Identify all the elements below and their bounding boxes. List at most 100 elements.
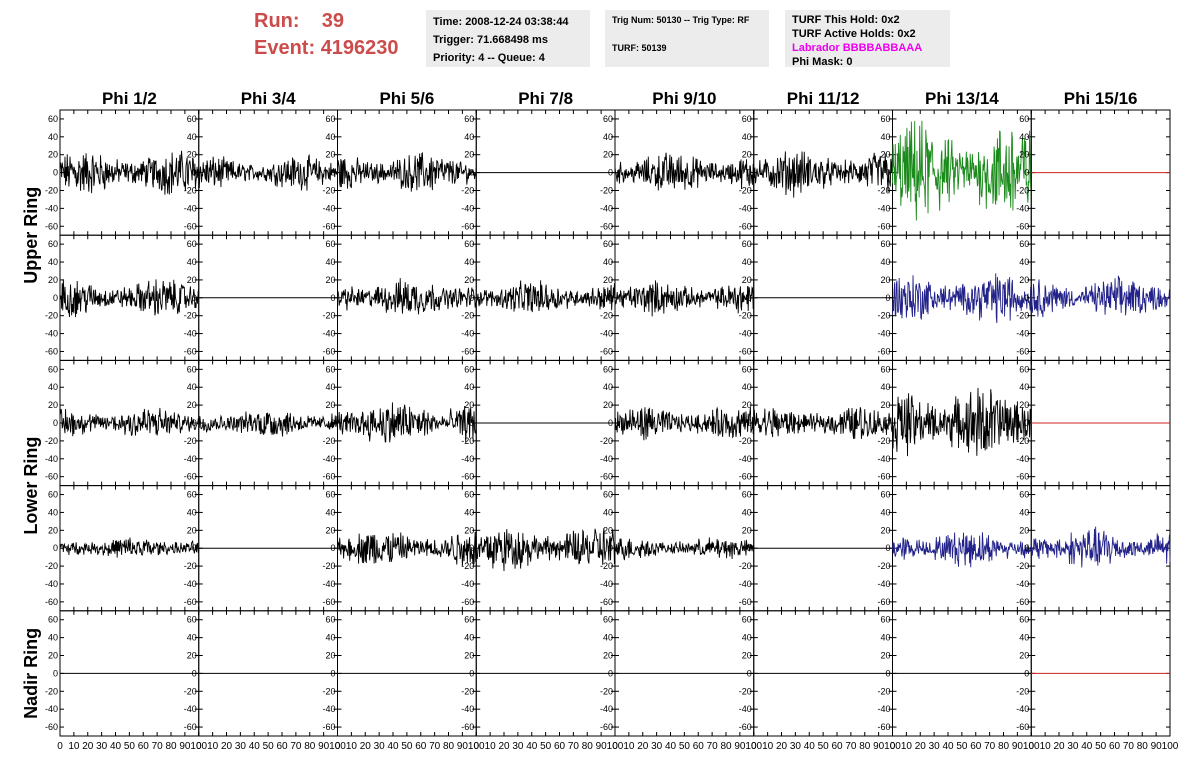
x-tick-label: 70	[707, 741, 719, 752]
x-tick-label: 20	[360, 741, 372, 752]
panel-r1-c3: -60 -40 -20 0 20 40 60	[322, 109, 477, 236]
panel-r4-c3: -60 -40 -20 0 20 40 60	[322, 485, 477, 612]
y-tick-label: 60	[603, 239, 613, 249]
x-tick-label: 20	[915, 741, 927, 752]
y-tick-label: 20	[48, 275, 58, 285]
x-tick-label: 60	[831, 741, 843, 752]
y-tick-label: 60	[880, 364, 890, 374]
y-tick-label: 0	[747, 543, 752, 553]
waveform-trace	[614, 406, 755, 441]
y-tick-label: 60	[603, 490, 613, 500]
y-tick-label: 60	[187, 364, 197, 374]
y-tick-label: -40	[739, 329, 752, 339]
y-tick-label: -20	[600, 185, 613, 195]
y-tick-label: -40	[877, 329, 890, 339]
y-tick-label: 0	[1024, 668, 1029, 678]
y-tick-label: -40	[461, 203, 474, 213]
waveform-trace	[337, 278, 477, 315]
y-tick-label: -60	[461, 221, 474, 231]
y-tick-label: 40	[603, 382, 613, 392]
panel-r4-c6: -60 -40 -20 0 20 40 60	[739, 485, 893, 612]
y-tick-label: 0	[885, 168, 890, 178]
panel-r5-c7: -60 -40 -20 0 20 40 60	[877, 610, 1032, 737]
panel-r1-c6: -60 -40 -20 0 20 40 60	[739, 109, 893, 236]
y-tick-label: 60	[464, 114, 474, 124]
y-tick-label: -60	[739, 722, 752, 732]
y-tick-label: 0	[330, 543, 335, 553]
waveform-trace	[614, 152, 755, 191]
y-tick-label: 60	[464, 490, 474, 500]
x-tick-label: 70	[290, 741, 302, 752]
turf-info-box: TURF This Hold: 0x2 TURF Active Holds: 0…	[785, 10, 950, 68]
y-tick-label: -20	[461, 561, 474, 571]
y-tick-label: -60	[45, 472, 58, 482]
y-tick-label: -20	[877, 686, 890, 696]
y-tick-label: -40	[1016, 454, 1029, 464]
y-tick-label: -60	[184, 472, 197, 482]
y-tick-label: -40	[600, 704, 613, 714]
y-tick-label: 60	[1019, 239, 1029, 249]
y-tick-label: -20	[322, 311, 335, 321]
y-tick-label: -20	[45, 185, 58, 195]
x-tick-label: 100	[745, 741, 762, 752]
panel-r5-c3: -60 -40 -20 0 20 40 60	[322, 610, 477, 737]
x-tick-label: 30	[1067, 741, 1079, 752]
y-tick-label: -60	[739, 221, 752, 231]
panel-r3-c6: -60 -40 -20 0 20 40 60	[739, 359, 893, 487]
y-tick-label: 40	[464, 257, 474, 267]
y-tick-label: 0	[330, 418, 335, 428]
trigger-info-box: Trig Num: 50130 -- Trig Type: RF TURF: 5…	[605, 10, 769, 67]
panel-r2-c1: -60 -40 -20 0 20 40 60	[45, 234, 200, 361]
x-tick-label: 40	[249, 741, 261, 752]
y-tick-label: 60	[1019, 114, 1029, 124]
x-tick-label: 50	[263, 741, 275, 752]
y-tick-label: -20	[739, 311, 752, 321]
x-tick-label: 40	[804, 741, 816, 752]
y-tick-label: 20	[1019, 525, 1029, 535]
x-tick-label: 0	[335, 741, 341, 752]
y-tick-label: 20	[187, 275, 197, 285]
panel-r3-c8: -60 -40 -20 0 20 40 60	[1016, 359, 1171, 487]
y-tick-label: 0	[747, 293, 752, 303]
y-tick-label: 20	[603, 275, 613, 285]
y-tick-label: 20	[187, 525, 197, 535]
y-tick-label: 20	[880, 275, 890, 285]
y-tick-label: 40	[187, 382, 197, 392]
y-tick-label: -60	[461, 597, 474, 607]
waveform-trace	[198, 153, 338, 191]
y-tick-label: 40	[1019, 507, 1029, 517]
waveform-trace	[475, 280, 616, 313]
y-tick-label: 60	[48, 114, 58, 124]
y-tick-label: -20	[461, 311, 474, 321]
y-tick-label: 0	[53, 543, 58, 553]
y-tick-label: 0	[1024, 418, 1029, 428]
y-tick-label: -40	[322, 704, 335, 714]
x-tick-label: 40	[1081, 741, 1093, 752]
y-tick-label: 20	[48, 150, 58, 160]
y-tick-label: -40	[184, 579, 197, 589]
y-tick-label: 40	[880, 633, 890, 643]
y-tick-label: 20	[880, 150, 890, 160]
x-tick-label: 50	[1095, 741, 1107, 752]
y-tick-label: 60	[464, 364, 474, 374]
y-tick-label: -60	[45, 722, 58, 732]
y-tick-label: 20	[464, 150, 474, 160]
y-tick-label: 40	[742, 132, 752, 142]
y-tick-label: -20	[461, 185, 474, 195]
y-tick-label: -40	[184, 203, 197, 213]
y-tick-label: 40	[742, 382, 752, 392]
x-tick-label: 90	[1012, 741, 1024, 752]
x-tick-label: 100	[884, 741, 901, 752]
x-tick-label: 70	[845, 741, 857, 752]
x-tick-label: 20	[1053, 741, 1065, 752]
y-tick-label: 40	[325, 132, 335, 142]
labrador-text: Labrador BBBBABBAAA	[792, 42, 923, 54]
x-tick-label: 90	[873, 741, 885, 752]
column-header-4: Phi 7/8	[518, 89, 573, 108]
panel-frame	[59, 234, 200, 361]
y-tick-label: -40	[1016, 704, 1029, 714]
y-tick-label: -60	[1016, 597, 1029, 607]
panel-r3-c3: -60 -40 -20 0 20 40 60	[322, 359, 477, 487]
y-tick-label: 40	[325, 382, 335, 392]
x-tick-label: 50	[401, 741, 413, 752]
